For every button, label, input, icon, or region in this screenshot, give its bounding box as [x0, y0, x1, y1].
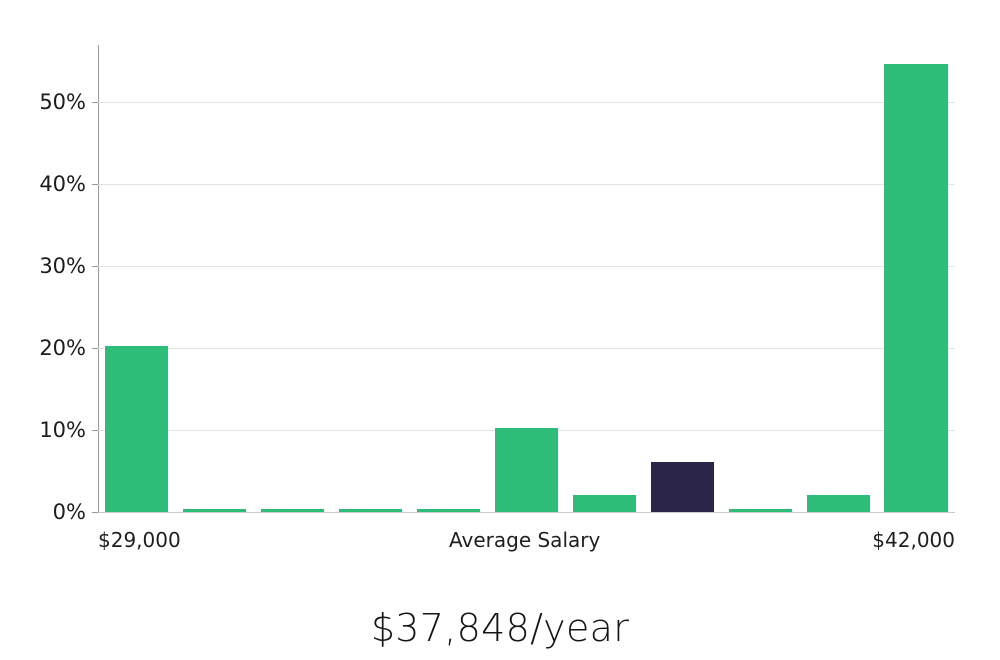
y-axis-tick-label: 20%: [39, 336, 86, 361]
y-axis-tick-label: 0%: [52, 500, 86, 524]
y-axis-tick-mark: [92, 512, 98, 513]
y-axis-tick-mark: [92, 348, 98, 350]
y-axis-tick-mark: [92, 102, 98, 104]
bar[interactable]: [183, 509, 247, 512]
bar[interactable]: [884, 63, 948, 512]
bar-highlighted[interactable]: [650, 462, 714, 512]
x-axis-tick-label-min: $29,000: [98, 528, 181, 552]
bar[interactable]: [806, 494, 870, 512]
bar[interactable]: [572, 494, 636, 512]
bar[interactable]: [261, 509, 325, 512]
gridline: [98, 184, 955, 186]
x-axis-line: [98, 512, 955, 513]
y-axis-tick-label: 40%: [39, 172, 86, 197]
y-axis-tick-mark: [92, 430, 98, 432]
y-axis-line: [98, 45, 99, 513]
gridline: [98, 348, 955, 350]
x-axis-tick-label-max: $42,000: [872, 528, 955, 552]
y-axis-tick-mark: [92, 184, 98, 186]
bar[interactable]: [417, 509, 481, 512]
y-axis-tick-label: 30%: [39, 254, 86, 279]
y-axis-tick-label: 50%: [39, 90, 86, 115]
bar[interactable]: [728, 509, 792, 512]
x-axis-title: Average Salary: [449, 528, 601, 552]
average-salary-caption: $37,848/year: [370, 606, 630, 650]
plot-area: 0% 10% 20% 30% 40% 50%: [39, 45, 955, 524]
gridline: [98, 266, 955, 268]
gridline: [98, 102, 955, 104]
bar[interactable]: [339, 509, 403, 512]
y-axis-tick-mark: [92, 266, 98, 268]
bar[interactable]: [105, 345, 169, 512]
bar[interactable]: [494, 428, 559, 512]
y-axis-tick-label: 10%: [39, 418, 86, 443]
